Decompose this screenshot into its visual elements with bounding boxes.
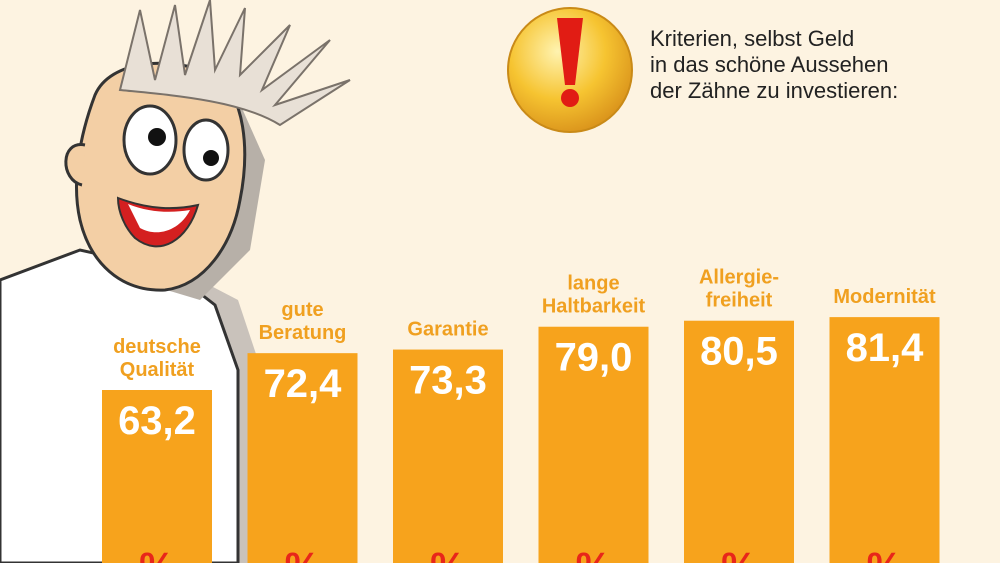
category-label: lange: [567, 273, 619, 295]
category-label: Beratung: [259, 322, 347, 344]
exclamation-icon: [507, 7, 633, 133]
bar-value-label: 73,3: [409, 359, 487, 403]
bar: [538, 326, 649, 563]
bar-unit-label: %: [139, 545, 175, 563]
bar-value-label: 79,0: [555, 336, 633, 380]
bar: [247, 353, 358, 563]
bar-unit-label: %: [721, 545, 757, 563]
bar-value-label: 80,5: [700, 330, 778, 374]
note-line: Kriterien, selbst Geld: [650, 26, 855, 51]
category-label: Garantie: [407, 319, 488, 341]
bar-value-label: 72,4: [264, 362, 343, 406]
bar: [393, 349, 503, 563]
bar-value-label: 63,2: [118, 399, 196, 443]
note-line: in das schöne Aussehen: [650, 52, 889, 77]
category-label: freiheit: [706, 290, 773, 312]
criteria-note: Kriterien, selbst Geld in das schöne Aus…: [650, 26, 980, 104]
bar-unit-label: %: [867, 545, 903, 563]
bar-unit-label: %: [285, 545, 321, 563]
category-label: Allergie-: [699, 267, 779, 289]
category-label: gute: [281, 299, 323, 321]
bar-value-label: 81,4: [846, 326, 925, 370]
category-label: Haltbarkeit: [542, 296, 646, 318]
bar-unit-label: %: [576, 545, 612, 563]
bar: [102, 390, 212, 563]
category-label: deutsche: [113, 336, 201, 358]
category-label: Modernität: [833, 286, 936, 308]
category-label: Qualität: [120, 359, 195, 381]
bar: [829, 317, 940, 563]
note-line: der Zähne zu investieren:: [650, 78, 899, 103]
bar-unit-label: %: [430, 545, 466, 563]
bar: [684, 320, 794, 563]
